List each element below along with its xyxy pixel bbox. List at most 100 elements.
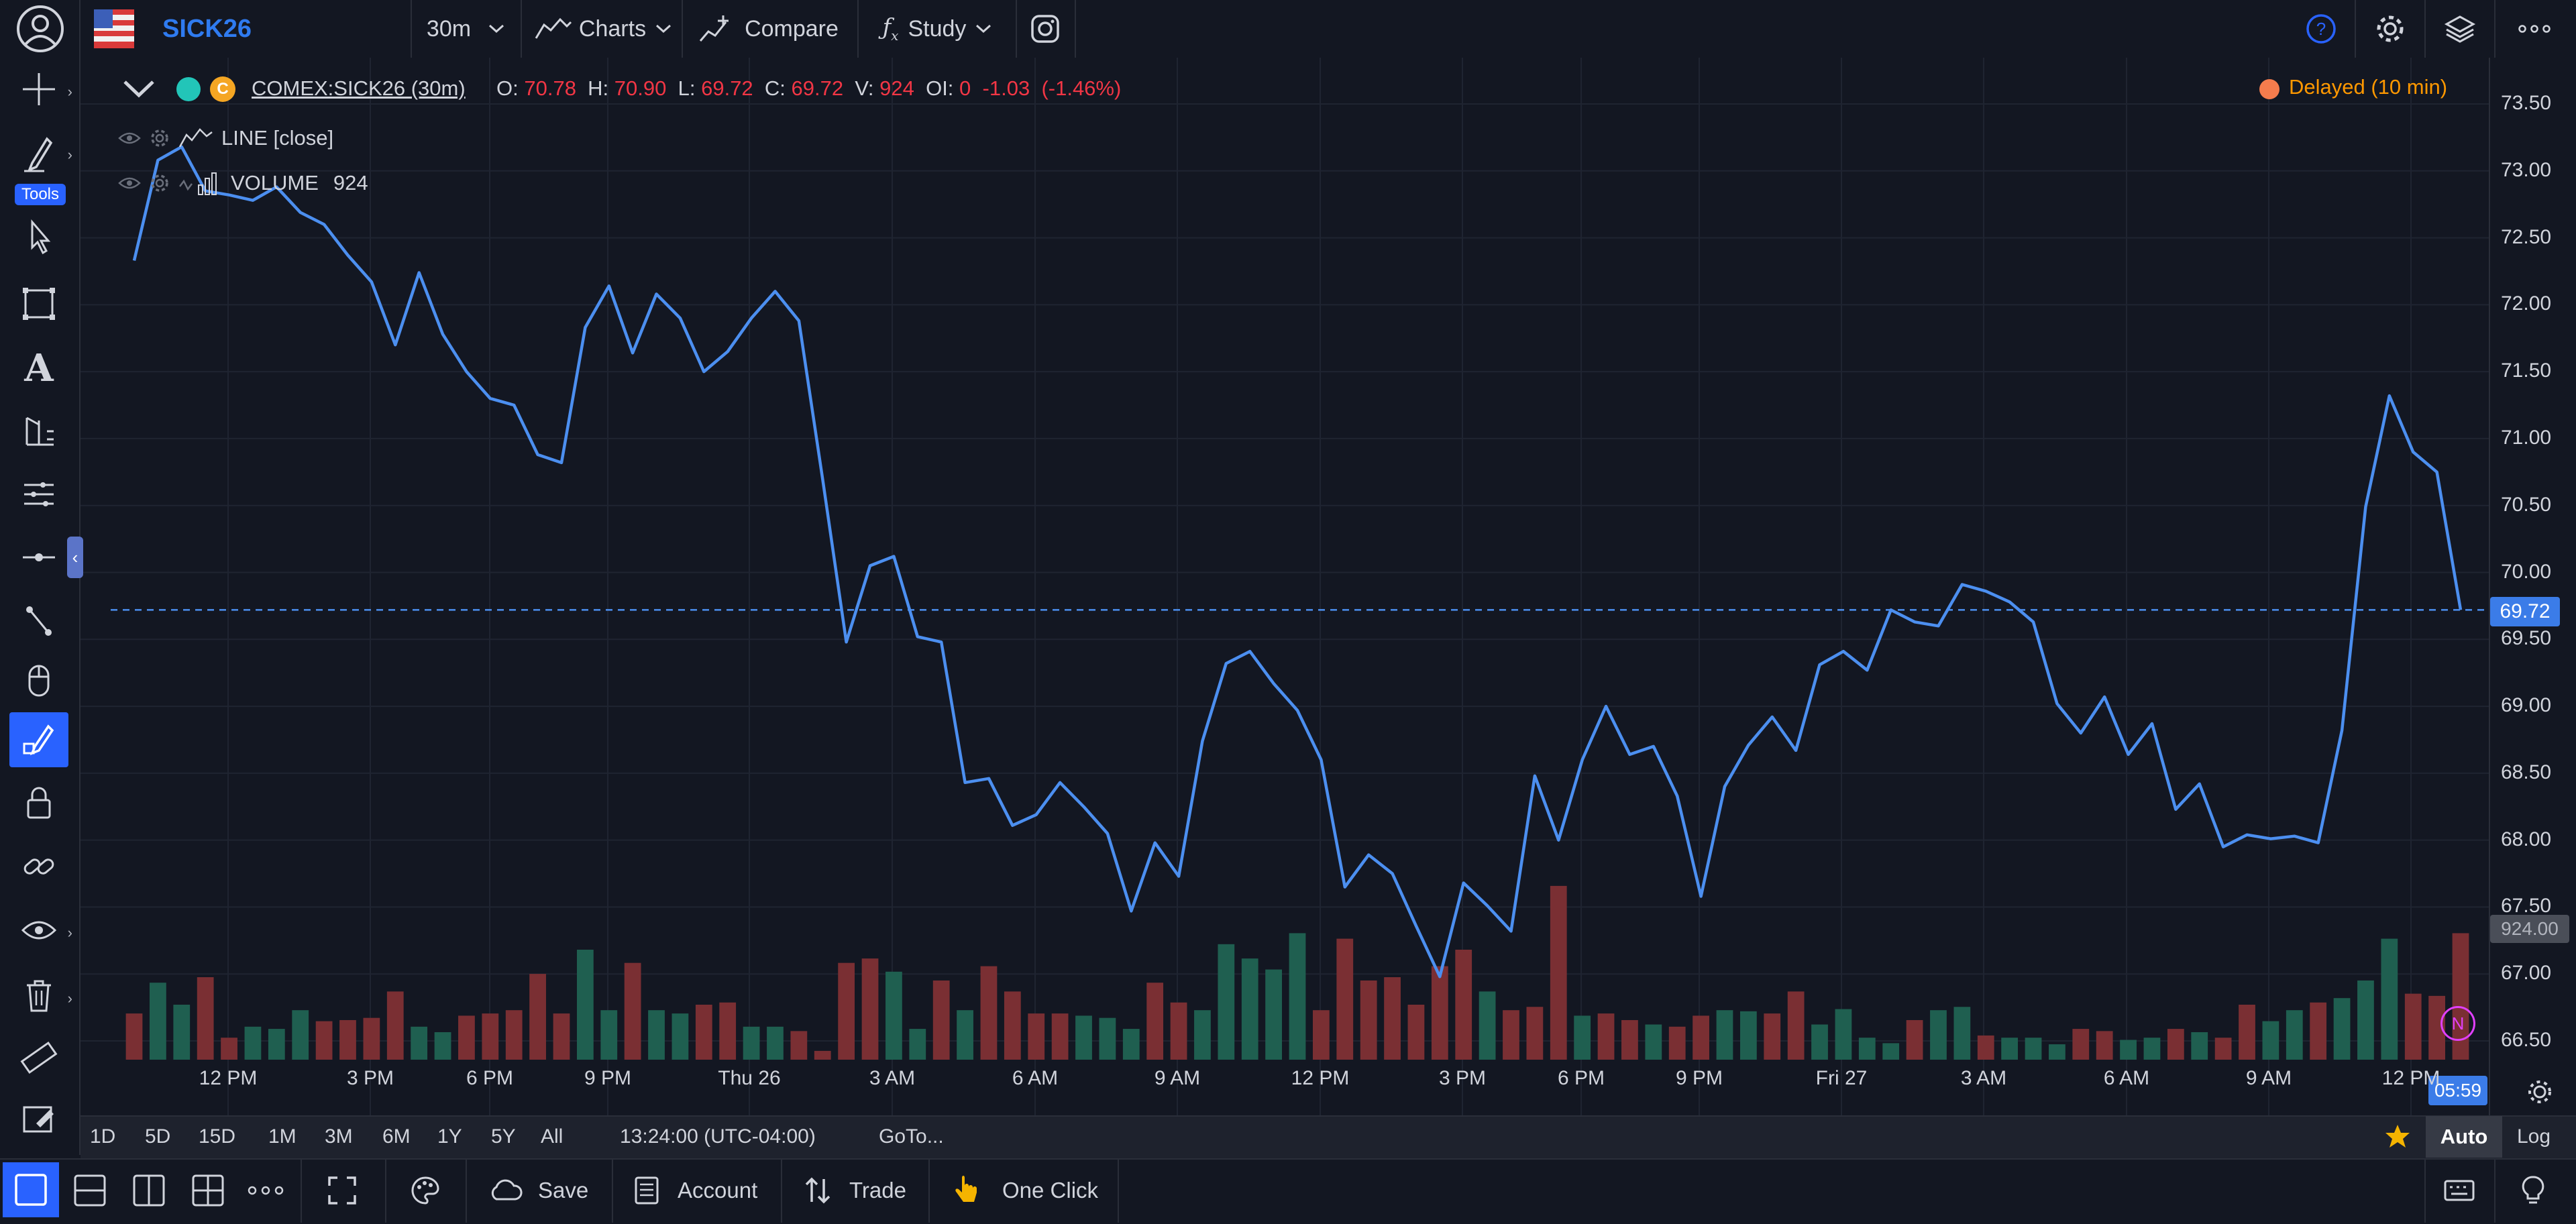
auto-scale-toggle[interactable]: Auto	[2426, 1116, 2502, 1158]
volume-bar	[1526, 1007, 1544, 1060]
layers-button[interactable]	[2431, 0, 2489, 58]
interval-dropdown[interactable]: 30m	[416, 0, 517, 58]
study-row-line[interactable]: LINE [close]	[118, 126, 333, 150]
account-button[interactable]: Account	[633, 1158, 757, 1223]
fullscreen-button[interactable]	[322, 1158, 362, 1223]
horizontal-line-tool[interactable]	[9, 530, 68, 585]
symbol-search-button[interactable]: SICK26	[162, 0, 252, 58]
text-tool[interactable]: A	[9, 341, 68, 396]
magnet-tool[interactable]	[9, 652, 68, 707]
chevron-down-icon	[123, 80, 154, 98]
range-button-3m[interactable]: 3M	[325, 1125, 353, 1148]
volume-bar	[1313, 1010, 1330, 1060]
one-click-button[interactable]: One Click	[953, 1158, 1098, 1223]
range-button-1m[interactable]: 1M	[268, 1125, 297, 1148]
price-axis[interactable]	[2489, 58, 2576, 1115]
more-button[interactable]	[2501, 0, 2568, 58]
close-value: 69.72	[791, 76, 844, 100]
study-dropdown[interactable]: ƒx Study	[871, 0, 1005, 58]
collapse-left-handle[interactable]: ‹	[67, 537, 83, 578]
layout-grid-button[interactable]	[188, 1158, 228, 1223]
favorite-button[interactable]	[2384, 1123, 2411, 1153]
hide-drawings-tool[interactable]: ›	[9, 903, 72, 958]
compare-button[interactable]: Compare	[695, 0, 843, 58]
volume-bar	[624, 962, 641, 1060]
pointer-tool[interactable]	[9, 209, 68, 264]
price-chart[interactable]	[80, 58, 2489, 1115]
range-button-5d[interactable]: 5D	[145, 1125, 171, 1148]
volume-bar	[719, 1002, 737, 1060]
ruler-tool[interactable]	[9, 1030, 68, 1085]
range-button-1d[interactable]: 1D	[90, 1125, 116, 1148]
link-tool[interactable]	[9, 838, 68, 893]
fibonacci-tool[interactable]	[9, 402, 68, 457]
volume-bar	[1431, 966, 1448, 1060]
axis-settings-button[interactable]	[2520, 1072, 2560, 1112]
range-button-6m[interactable]: 6M	[382, 1125, 411, 1148]
layout-single-icon	[15, 1174, 47, 1206]
stay-in-drawing-mode-tool[interactable]	[9, 712, 68, 767]
lock-drawings-tool[interactable]	[9, 775, 68, 830]
star-icon	[2385, 1125, 2410, 1148]
settings-button[interactable]	[2361, 0, 2419, 58]
crosshair-tool[interactable]: ›	[9, 62, 72, 117]
cloud-icon	[491, 1179, 523, 1201]
save-button[interactable]: Save	[488, 1158, 588, 1223]
rectangle-tool[interactable]	[9, 276, 68, 331]
time-tick-label: Thu 26	[718, 1067, 781, 1089]
goto-button[interactable]: GoTo...	[879, 1125, 944, 1148]
time-tick-label: 9 PM	[584, 1067, 632, 1089]
chart-pane[interactable]	[80, 58, 2489, 1115]
layout-vertical-split-button[interactable]	[129, 1158, 169, 1223]
mouse-icon	[28, 665, 50, 697]
layout-horizontal-split-button[interactable]	[70, 1158, 110, 1223]
volume-bar	[292, 1010, 309, 1060]
trade-button[interactable]: Trade	[802, 1158, 906, 1223]
layout-single-button[interactable]	[3, 1162, 59, 1217]
volume-bar	[1028, 1013, 1045, 1060]
news-badge[interactable]: N	[2440, 1006, 2475, 1041]
study-row-volume[interactable]: VOLUME 924	[118, 170, 368, 196]
trend-line-tool[interactable]	[9, 593, 68, 648]
volume-bar	[576, 950, 594, 1060]
volume-bar	[2120, 1040, 2137, 1060]
theme-button[interactable]	[405, 1158, 445, 1223]
volume-bar	[1835, 1009, 1852, 1060]
clock[interactable]: 13:24:00 (UTC-04:00)	[620, 1125, 816, 1148]
study-volume-label: VOLUME	[231, 171, 319, 194]
charts-label: Charts	[578, 15, 647, 42]
volume-bar	[1241, 958, 1258, 1060]
volume-bar	[505, 1010, 523, 1060]
patterns-tool[interactable]	[9, 467, 68, 522]
pencil-tool[interactable]: ›	[9, 125, 72, 180]
symbol-link[interactable]: COMEX:SICK26 (30m)	[252, 76, 466, 100]
snapshot-button[interactable]	[1025, 0, 1065, 58]
open-interest-label: OI:	[926, 76, 954, 100]
volume-bar	[1265, 969, 1282, 1060]
volume-bar	[1906, 1019, 1923, 1060]
volume-bar	[1621, 1019, 1638, 1060]
range-button-15d[interactable]: 15D	[199, 1125, 236, 1148]
range-button-1y[interactable]: 1Y	[437, 1125, 462, 1148]
drawing-templates-tool[interactable]	[9, 1092, 68, 1147]
charts-dropdown[interactable]: Charts	[530, 0, 678, 58]
countdown-value: 05:59	[2434, 1080, 2482, 1101]
ideas-button[interactable]	[2513, 1158, 2553, 1223]
gear-icon[interactable]	[149, 172, 170, 194]
range-button-all[interactable]: All	[541, 1125, 564, 1148]
help-button[interactable]: ?	[2294, 0, 2348, 58]
eye-icon[interactable]	[118, 130, 141, 146]
user-avatar-button[interactable]	[11, 0, 70, 58]
gear-icon[interactable]	[149, 127, 170, 149]
volume-bar	[980, 966, 998, 1060]
volume-bar	[268, 1029, 285, 1060]
range-button-5y[interactable]: 5Y	[491, 1125, 516, 1148]
legend-collapse-button[interactable]	[121, 75, 157, 105]
remove-drawings-tool[interactable]: ›	[9, 968, 72, 1023]
time-tick-label: 12 PM	[1291, 1067, 1350, 1089]
eye-icon[interactable]	[118, 175, 141, 191]
layout-more-button[interactable]	[246, 1158, 286, 1223]
log-scale-toggle[interactable]: Log	[2517, 1125, 2551, 1148]
volume-bar	[1764, 1013, 1781, 1060]
keyboard-button[interactable]	[2439, 1158, 2479, 1223]
